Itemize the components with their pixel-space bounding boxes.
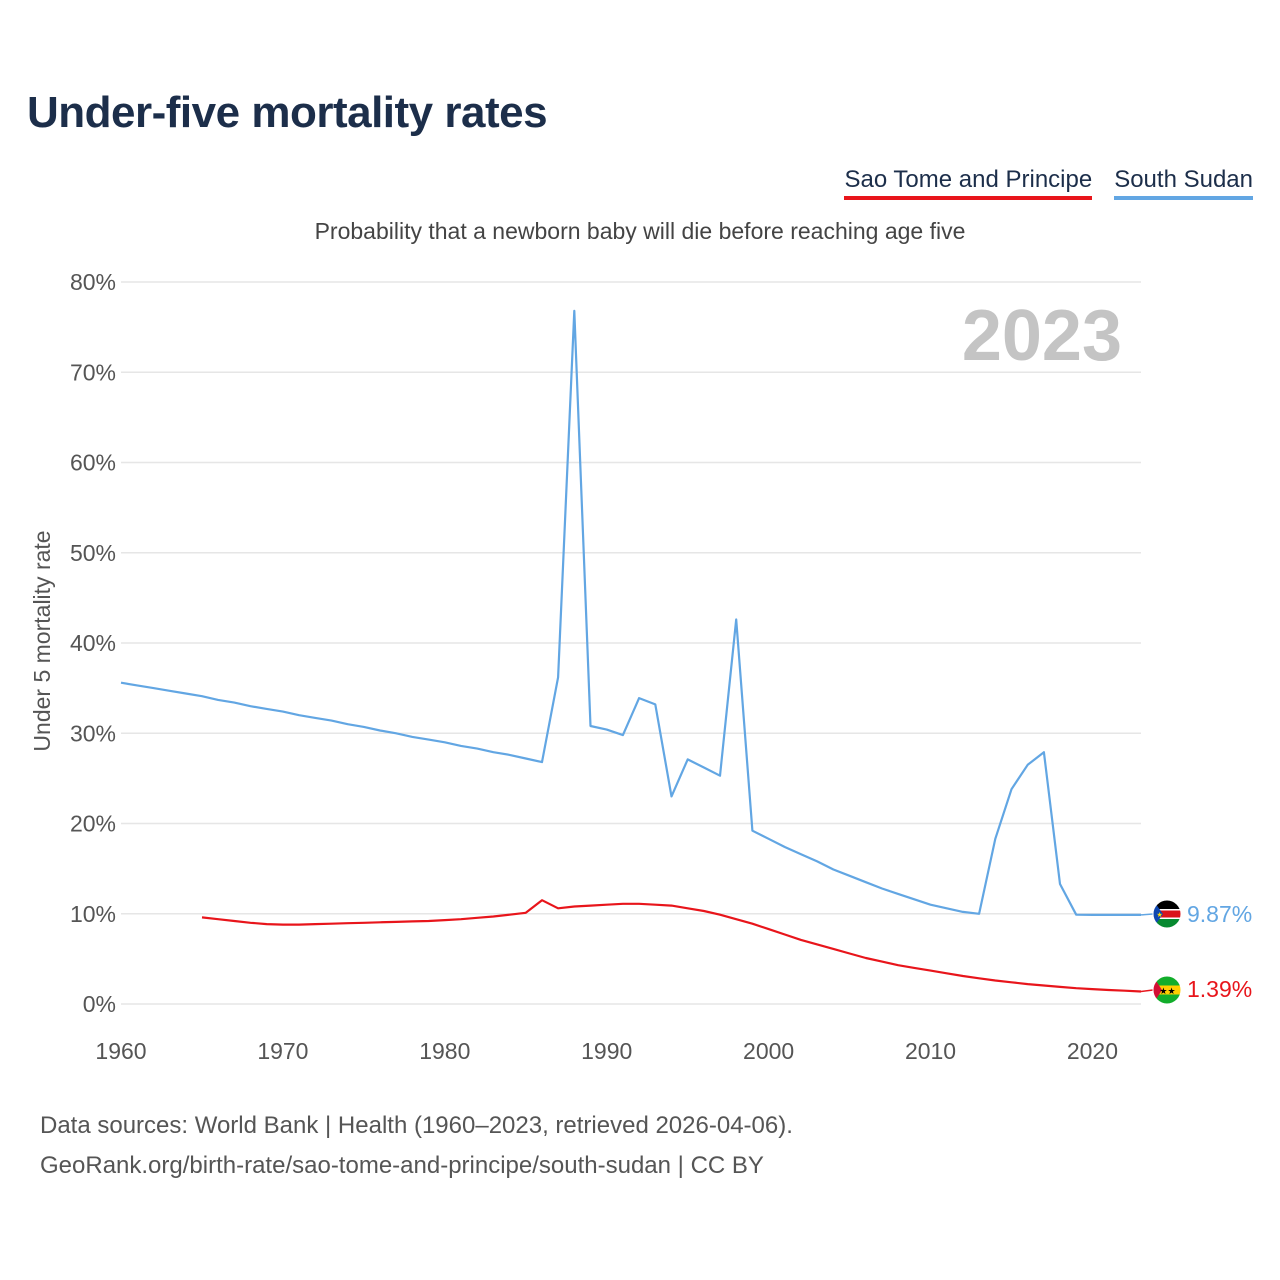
- footer-link[interactable]: GeoRank.org/birth-rate/sao-tome-and-prin…: [40, 1152, 764, 1179]
- x-tick-label: 1980: [419, 1038, 470, 1064]
- x-tick-label: 2000: [743, 1038, 794, 1064]
- end-label-sao-tome: 1.39%: [1187, 976, 1252, 1002]
- svg-text:★★: ★★: [1159, 987, 1175, 997]
- end-label-south-sudan: 9.87%: [1187, 901, 1252, 927]
- legend-item-sao-tome[interactable]: Sao Tome and Principe: [844, 166, 1093, 200]
- y-tick-label: 60%: [70, 450, 116, 476]
- legend-item-south-sudan[interactable]: South Sudan: [1114, 166, 1253, 200]
- y-tick-label: 40%: [70, 630, 116, 656]
- end-connector: [1140, 989, 1154, 993]
- x-axis-ticks: 1960 1970 1980 1990 2000 2010 2020: [95, 1038, 1118, 1064]
- x-tick-label: 1960: [95, 1038, 146, 1064]
- x-tick-label: 1990: [581, 1038, 632, 1064]
- y-tick-label: 70%: [70, 359, 116, 385]
- x-tick-label: 2010: [905, 1038, 956, 1064]
- y-axis-ticks: 0% 10% 20% 30% 40% 50% 60% 70% 80%: [70, 269, 116, 1017]
- series-line-south-sudan: [120, 309, 1141, 917]
- year-overlay: 2023: [962, 296, 1122, 376]
- y-tick-label: 30%: [70, 720, 116, 746]
- y-tick-label: 20%: [70, 811, 116, 837]
- y-tick-label: 0%: [83, 991, 116, 1017]
- svg-text:★: ★: [1157, 911, 1163, 919]
- legend: Sao Tome and Principe South Sudan: [844, 166, 1253, 200]
- y-tick-label: 50%: [70, 540, 116, 566]
- chart-subtitle: Probability that a newborn baby will die…: [314, 218, 966, 244]
- y-axis-label: Under 5 mortality rate: [29, 530, 55, 751]
- sao-tome-flag-icon: ★★: [1152, 975, 1182, 1005]
- end-connector: [1140, 913, 1154, 916]
- x-tick-label: 2020: [1067, 1038, 1118, 1064]
- y-tick-label: 10%: [70, 901, 116, 927]
- page-title: Under-five mortality rates: [27, 88, 548, 137]
- series-line-sao-tome: [201, 899, 1142, 993]
- x-tick-label: 1970: [257, 1038, 308, 1064]
- footer: Data sources: World Bank | Health (1960–…: [40, 1106, 793, 1186]
- south-sudan-flag-icon: ★: [1152, 899, 1182, 929]
- y-tick-label: 80%: [70, 269, 116, 295]
- footer-source: Data sources: World Bank | Health (1960–…: [40, 1112, 793, 1139]
- grid-lines: [121, 281, 1141, 1005]
- series-lines: [120, 309, 1154, 993]
- line-chart: 0%10%20%30%40%50%60%70%80% 1960 1970 1980 1…: [29, 269, 1252, 1064]
